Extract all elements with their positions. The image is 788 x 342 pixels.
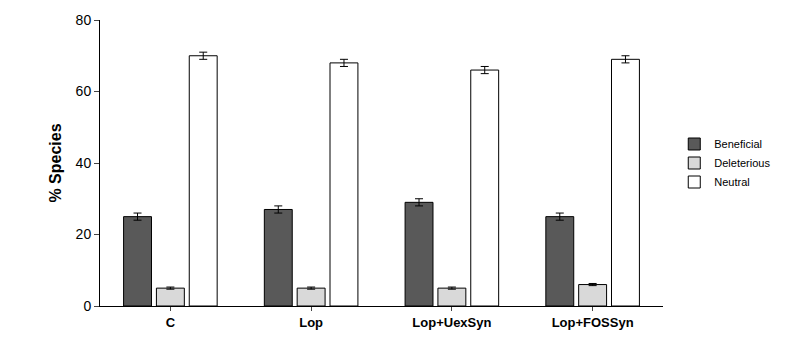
svg-text:Neutral: Neutral	[714, 176, 749, 188]
svg-text:40: 40	[76, 155, 92, 171]
svg-text:Lop+FOSSyn: Lop+FOSSyn	[552, 315, 634, 330]
svg-text:60: 60	[76, 83, 92, 99]
svg-text:Lop+UexSyn: Lop+UexSyn	[412, 315, 491, 330]
svg-text:Beneficial: Beneficial	[714, 138, 762, 150]
svg-text:0: 0	[83, 298, 91, 314]
svg-text:20: 20	[76, 226, 92, 242]
svg-text:Lop: Lop	[299, 315, 323, 330]
svg-text:C: C	[166, 315, 176, 330]
svg-text:80: 80	[76, 12, 92, 28]
svg-text:% Species: % Species	[47, 123, 64, 202]
svg-text:Deleterious: Deleterious	[714, 157, 770, 169]
